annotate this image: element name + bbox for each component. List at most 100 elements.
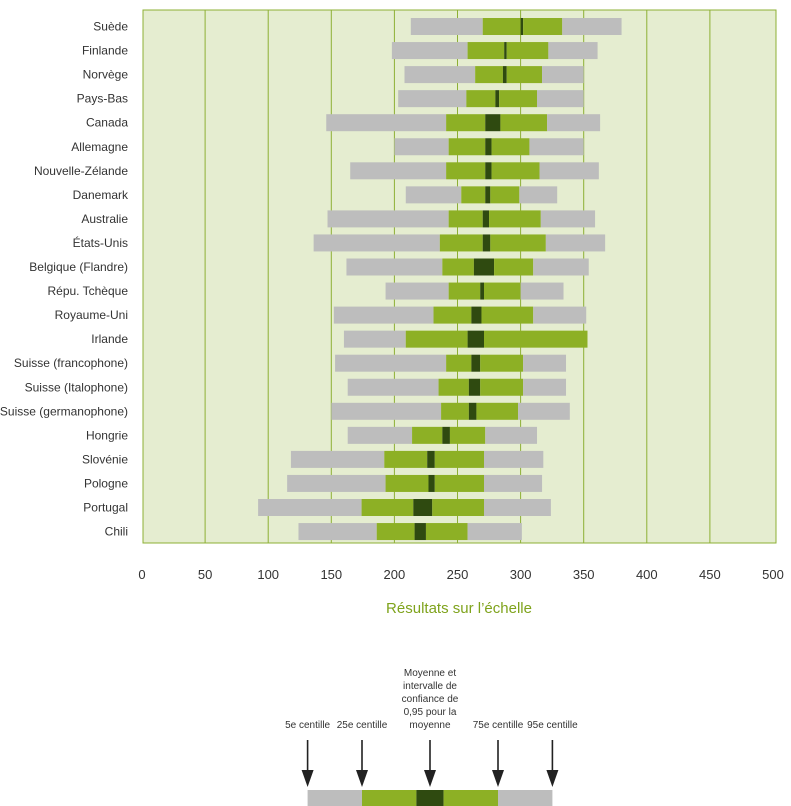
category-label: Nouvelle-Zélande bbox=[34, 164, 128, 178]
bar-segment-p25-mean bbox=[412, 426, 443, 444]
bar-segment-p5-p25 bbox=[326, 114, 447, 132]
x-tick-label: 500 bbox=[762, 567, 784, 582]
bar-segment-p75-p95 bbox=[542, 66, 584, 84]
category-label: Suisse (francophone) bbox=[14, 356, 128, 370]
bar-row bbox=[343, 330, 588, 348]
bar-row bbox=[326, 114, 601, 132]
bar-row bbox=[410, 18, 622, 35]
bar-row bbox=[298, 523, 522, 541]
bar-row bbox=[331, 402, 570, 420]
bar-segment-p5-p25 bbox=[410, 18, 483, 35]
bar-segment-p75-p95 bbox=[484, 499, 551, 516]
bar-segment-mean-ci bbox=[471, 354, 481, 372]
category-label: Finlande bbox=[82, 44, 128, 58]
bar-segment-mean-p75 bbox=[491, 138, 530, 156]
bar-row bbox=[346, 258, 589, 276]
key-arrow-icon bbox=[546, 770, 559, 787]
bar-segment-p25-mean bbox=[385, 474, 429, 492]
bar-segment-p25-mean bbox=[442, 258, 474, 276]
bar-segment-p25-mean bbox=[446, 354, 472, 372]
category-label: Suisse (germanophone) bbox=[0, 404, 128, 418]
bar-segment-p25-mean bbox=[384, 450, 428, 468]
bar-segment-mean-p75 bbox=[484, 330, 588, 348]
bar-segment-p75-p95 bbox=[518, 402, 570, 420]
bar-segment-p5-p25 bbox=[258, 499, 362, 516]
x-tick-label: 400 bbox=[636, 567, 658, 582]
bar-segment-p25-mean bbox=[448, 138, 486, 156]
bar-segment-p25-mean bbox=[441, 402, 469, 420]
key-label-p5: 5e centille bbox=[285, 720, 330, 731]
bar-row bbox=[327, 210, 596, 228]
key-label-p95: 95e centille bbox=[527, 720, 578, 731]
bar-segment-p25-mean bbox=[446, 114, 486, 132]
bar-segment-p75-p95 bbox=[562, 18, 622, 35]
category-label: Danemark bbox=[73, 188, 129, 202]
bar-segment-p5-p25 bbox=[343, 330, 406, 348]
category-label: Allemagne bbox=[71, 140, 128, 154]
category-labels: Suède Finlande Norvège Pays-Bas Canada Allema… bbox=[0, 20, 129, 539]
bar-segment-p25-mean bbox=[466, 90, 496, 108]
bar-segment-mean-ci bbox=[502, 66, 507, 84]
bar-segment-mean-p75 bbox=[490, 186, 520, 204]
key-segment-p75-p95 bbox=[498, 790, 553, 806]
bar-segment-p75-p95 bbox=[529, 138, 584, 156]
bar-row bbox=[333, 306, 587, 324]
bar-segment-mean-p75 bbox=[434, 474, 485, 492]
x-tick-label: 200 bbox=[384, 567, 406, 582]
bar-segment-p25-mean bbox=[482, 18, 521, 35]
category-label: Slovénie bbox=[82, 452, 128, 466]
bar-row bbox=[290, 450, 544, 468]
bar-segment-p5-p25 bbox=[346, 258, 443, 276]
key-segment-mean-p75 bbox=[443, 790, 498, 806]
key-arrow-icon bbox=[424, 770, 436, 787]
category-label: États-Unis bbox=[73, 235, 128, 250]
bar-segment-p5-p25 bbox=[327, 210, 449, 228]
bar-segment-p25-mean bbox=[439, 234, 483, 252]
bar-segment-p25-mean bbox=[461, 186, 486, 204]
category-label: Suisse (Italophone) bbox=[25, 380, 128, 394]
category-label: Pologne bbox=[84, 476, 128, 490]
x-tick-label: 300 bbox=[510, 567, 532, 582]
bar-segment-p75-p95 bbox=[484, 450, 544, 468]
bar-segment-p75-p95 bbox=[540, 210, 596, 228]
bar-row bbox=[350, 162, 599, 180]
bar-segment-mean-ci bbox=[480, 282, 485, 300]
bar-segment-p5-p25 bbox=[394, 138, 449, 156]
key-segment-p25-mean bbox=[362, 790, 417, 806]
bar-segment-mean-p75 bbox=[506, 42, 549, 60]
bar-segment-mean-p75 bbox=[506, 66, 543, 84]
category-label: Suède bbox=[93, 20, 128, 34]
bar-row bbox=[405, 186, 558, 204]
category-label: Canada bbox=[86, 116, 128, 130]
bar-row bbox=[404, 66, 584, 84]
bar-segment-p75-p95 bbox=[545, 234, 606, 252]
bar-segment-mean-p75 bbox=[481, 306, 534, 324]
bar-segment-mean-p75 bbox=[499, 90, 538, 108]
bar-segment-p5-p25 bbox=[335, 354, 447, 372]
bar-segment-mean-p75 bbox=[490, 234, 546, 252]
bar-segment-mean-ci bbox=[482, 210, 490, 228]
bar-segment-p75-p95 bbox=[539, 162, 599, 180]
bar-segment-p5-p25 bbox=[404, 66, 476, 84]
bar-row bbox=[398, 90, 584, 108]
bar-segment-mean-p75 bbox=[489, 210, 541, 228]
category-label: Royaume-Uni bbox=[55, 308, 128, 322]
bar-segment-mean-ci bbox=[485, 114, 501, 132]
bar-segment-mean-ci bbox=[520, 18, 524, 35]
bar-segment-p5-p25 bbox=[391, 42, 468, 60]
bar-segment-mean-p75 bbox=[480, 354, 524, 372]
bar-segment-mean-ci bbox=[414, 523, 426, 541]
bar-segment-mean-ci bbox=[413, 499, 433, 516]
bar-segment-mean-p75 bbox=[476, 402, 519, 420]
bar-row bbox=[287, 474, 543, 492]
bar-segment-p25-mean bbox=[467, 42, 505, 60]
x-tick-label: 350 bbox=[573, 567, 595, 582]
bar-segment-mean-p75 bbox=[432, 499, 485, 516]
bar-segment-mean-ci bbox=[504, 42, 507, 60]
bar-segment-mean-ci bbox=[482, 234, 491, 252]
x-tick-label: 50 bbox=[198, 567, 212, 582]
category-label: Norvège bbox=[83, 68, 129, 82]
bar-segment-p5-p25 bbox=[347, 378, 439, 396]
bar-segment-p75-p95 bbox=[547, 114, 601, 132]
